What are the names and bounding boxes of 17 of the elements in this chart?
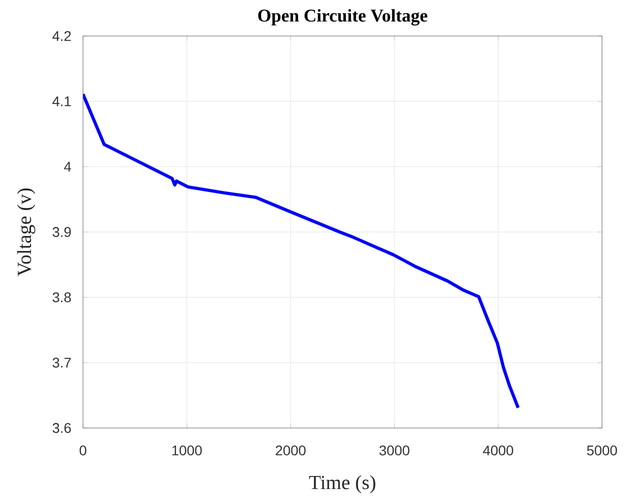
y-tick-label: 4.1 [52,96,71,106]
line-series [83,92,520,410]
y-tick-label: 3.7 [52,358,71,368]
x-tick-label: 4000 [483,446,514,456]
x-tick-label: 2000 [276,446,306,456]
y-tick-label: 4.2 [52,31,71,41]
x-tick-label: 1000 [172,446,202,456]
x-tick-label: 0 [80,446,86,456]
y-tick-label: 4 [64,162,72,172]
chart-title: Open Circuite Voltage [258,9,428,26]
y-tick-label: 3.8 [52,292,71,302]
x-tick-label: 3000 [379,446,410,456]
y-tick-label: 3.6 [52,423,71,433]
x-tick-label: 5000 [587,446,617,456]
x-axis-title: Time (s) [309,475,376,494]
y-axis-title: Voltage (v) [17,188,36,276]
y-tick-label: 3.9 [52,227,71,237]
